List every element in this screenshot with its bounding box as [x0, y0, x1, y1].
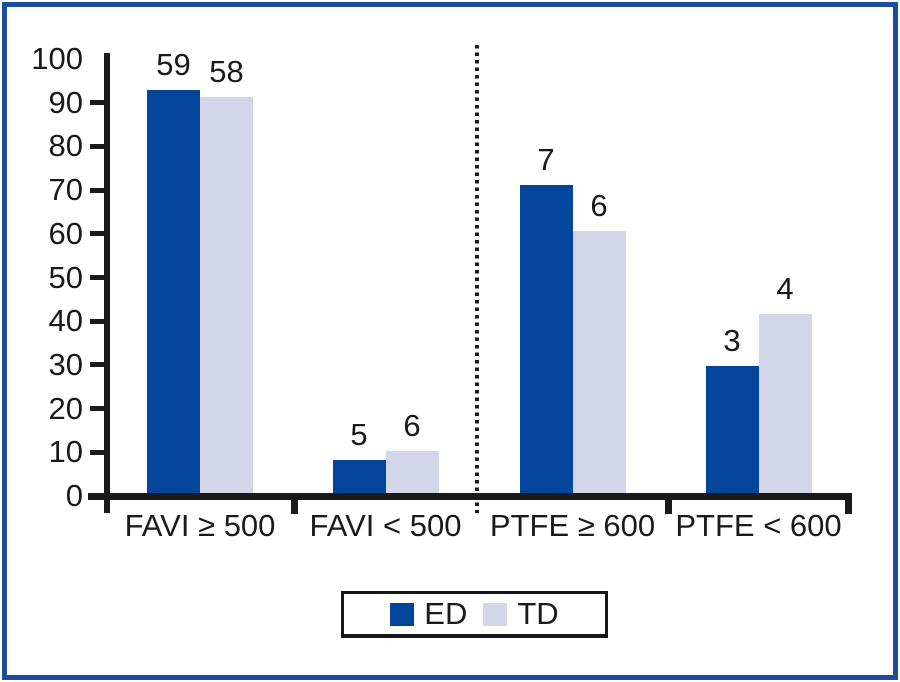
- ed-bar: [147, 90, 200, 493]
- y-axis-tick: [90, 275, 106, 280]
- td-bar: [385, 451, 439, 493]
- y-axis-tick-label: 90: [48, 84, 83, 120]
- y-axis-tick-label: 40: [48, 303, 83, 339]
- bar-value-label: 59: [156, 47, 191, 83]
- y-axis-tick-label: 20: [48, 390, 83, 426]
- bar-value-label: 5: [350, 417, 368, 453]
- y-axis-tick-label: 10: [48, 434, 83, 470]
- bar-value-label: 3: [723, 323, 741, 359]
- ed-bar: [705, 366, 759, 493]
- y-axis-tick-label: 70: [48, 172, 83, 208]
- category-boundary-tick: [290, 493, 298, 514]
- y-axis-tick: [90, 187, 106, 193]
- y-axis-tick-label: 60: [48, 215, 83, 251]
- td-bar: [758, 313, 812, 493]
- td-bar: [572, 230, 626, 493]
- y-axis-tick: [90, 362, 106, 368]
- category-boundary-tick: [664, 493, 672, 514]
- y-axis-tick-label: 0: [65, 478, 83, 513]
- dotted-separator-line: [475, 45, 479, 513]
- x-axis-line: [88, 493, 852, 500]
- legend-label-td: TD: [517, 596, 559, 631]
- y-axis-tick-label: 50: [48, 259, 83, 295]
- y-axis-tick-label: 100: [31, 41, 83, 76]
- y-axis-tick: [90, 406, 106, 412]
- category-label: PTFE < 600: [675, 508, 842, 543]
- y-axis-tick: [90, 143, 106, 149]
- category-label: FAVI ≥ 500: [124, 508, 276, 543]
- ed-bar: [519, 184, 573, 493]
- y-axis-tick: [90, 318, 106, 324]
- bar-value-label: 7: [537, 141, 555, 177]
- y-axis-tick-label: 30: [48, 346, 83, 382]
- bar-value-label: 58: [209, 54, 244, 90]
- legend: ED TD: [341, 591, 608, 638]
- y-axis-tick: [90, 100, 106, 106]
- y-axis-tick-label: 80: [48, 128, 83, 164]
- y-axis-tick: [90, 231, 106, 237]
- bar-value-label: 6: [403, 408, 421, 444]
- bar-value-label: 4: [776, 270, 794, 306]
- category-boundary-tick: [844, 493, 852, 514]
- ed-bar: [332, 460, 386, 493]
- td-bar: [200, 97, 253, 493]
- legend-swatch-td: [483, 602, 508, 626]
- y-axis-tick: [90, 449, 106, 455]
- legend-label-ed: ED: [424, 596, 468, 631]
- legend-swatch-ed: [390, 602, 415, 626]
- bar-value-label: 6: [590, 187, 608, 223]
- y-axis-line: [104, 53, 110, 513]
- category-label: PTFE ≥ 600: [489, 508, 656, 543]
- category-label: FAVI < 500: [309, 508, 462, 543]
